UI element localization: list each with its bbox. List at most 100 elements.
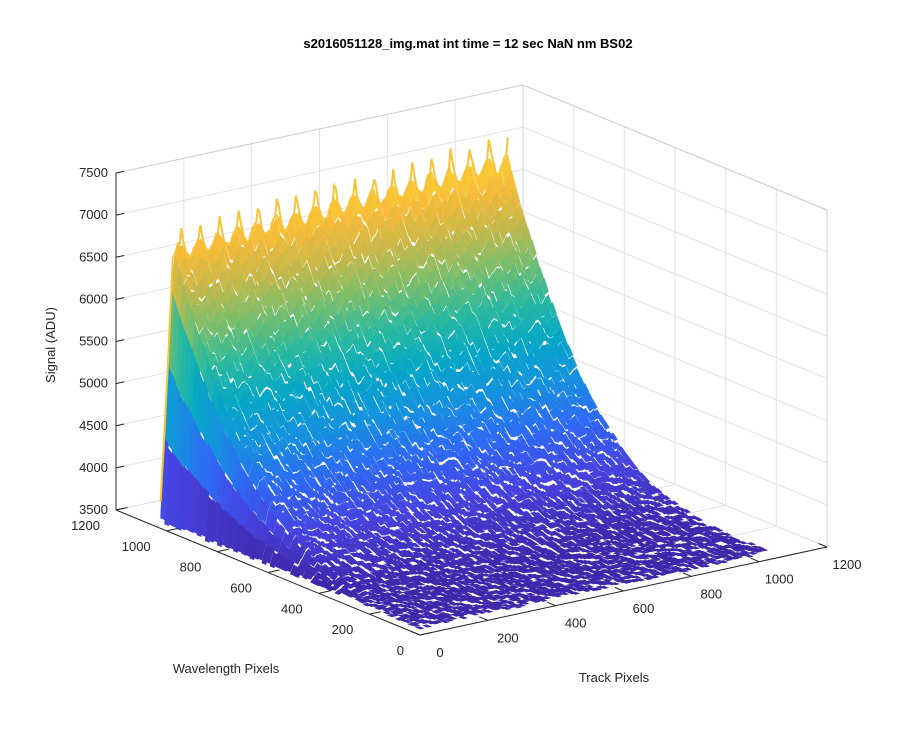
- surface-cell: [517, 250, 526, 269]
- surface-cell: [607, 460, 617, 468]
- surface-cell: [414, 324, 423, 340]
- surface-cell: [467, 279, 476, 296]
- surface-cell: [400, 343, 409, 360]
- surface-cell: [548, 317, 558, 335]
- surface-cell: [509, 224, 518, 244]
- surface-cell: [531, 411, 540, 423]
- surface-cell: [506, 349, 515, 362]
- surface-cell: [561, 438, 571, 448]
- surface-cell: [585, 400, 594, 412]
- surface-cell: [535, 419, 544, 431]
- surface-cell: [463, 393, 474, 407]
- surface-cell: [401, 279, 410, 297]
- surface-cell: [465, 218, 474, 239]
- surface-cell: [492, 281, 502, 302]
- surface-cell: [529, 287, 538, 304]
- surface-cell: [565, 380, 575, 392]
- surface-cell: [518, 377, 528, 389]
- surface-cell: [358, 297, 368, 316]
- surface-cell: [500, 276, 509, 290]
- surface-cell: [466, 360, 476, 371]
- surface-cell: [471, 378, 480, 393]
- surface-cell: [531, 349, 541, 362]
- surface-cell: [596, 457, 605, 466]
- surface-cell: [375, 260, 385, 279]
- surface-cell: [438, 291, 448, 311]
- surface-cell: [458, 215, 467, 235]
- surface-cell: [332, 264, 341, 283]
- surface-cell: [436, 207, 445, 225]
- surface-cell: [343, 286, 352, 303]
- surface-cell: [565, 359, 574, 374]
- surface-cell: [604, 469, 613, 477]
- surface-cell: [481, 387, 492, 401]
- surface-cell: [507, 281, 516, 298]
- surface-cell: [584, 448, 593, 455]
- surface-cell: [581, 455, 590, 463]
- surface-cell: [514, 257, 523, 274]
- surface-cell: [497, 312, 506, 325]
- surface-cell: [594, 431, 604, 440]
- surface-cell: [349, 242, 358, 258]
- surface-cell: [506, 340, 515, 355]
- surface-cell: [459, 254, 468, 271]
- surface-cell: [573, 395, 583, 406]
- surface-cell: [611, 470, 621, 478]
- surface-cell: [634, 482, 644, 488]
- surface-cell: [437, 356, 446, 373]
- surface-cell: [486, 177, 495, 206]
- box-edge: [522, 84, 828, 211]
- surface-cell: [545, 399, 554, 412]
- surface-cell: [451, 358, 461, 370]
- surface-cell: [469, 352, 479, 365]
- surface-cell: [413, 316, 423, 333]
- surface-cell: [585, 412, 595, 422]
- surface-cell: [468, 299, 477, 316]
- surface-cell: [388, 329, 398, 348]
- surface-cell: [394, 275, 403, 292]
- surface-cell: [429, 351, 438, 365]
- surface-cell: [498, 422, 508, 433]
- surface-cell: [443, 320, 452, 339]
- surface-cell: [361, 287, 371, 307]
- surface-cell: [373, 300, 382, 321]
- chart-title: s2016051128_img.mat int time = 12 sec Na…: [303, 36, 632, 51]
- surface-cell: [584, 454, 594, 462]
- surface-cell: [543, 382, 554, 395]
- surface-cell: [525, 368, 534, 383]
- surface-cell: [366, 217, 376, 241]
- surface-cell: [517, 351, 526, 367]
- surface-cell: [402, 314, 412, 335]
- surface-cell: [419, 267, 428, 282]
- surface-cell: [490, 414, 500, 424]
- surface-cell: [519, 318, 529, 333]
- surface-cell: [381, 324, 390, 343]
- surface-cell: [537, 395, 546, 408]
- surface-cell: [591, 445, 601, 454]
- surface-cell: [324, 251, 333, 267]
- surface-cell: [481, 281, 491, 298]
- surface-cell: [445, 376, 454, 392]
- surface-cell: [487, 347, 497, 362]
- surface-cell: [521, 264, 530, 282]
- surface-cell: [432, 319, 441, 335]
- surface-cell: [341, 222, 350, 246]
- surface-cell: [490, 229, 500, 248]
- surface-cell: [562, 386, 572, 397]
- surface-cell: [543, 443, 553, 454]
- surface-cell: [472, 196, 481, 221]
- surface-cell: [385, 229, 394, 249]
- surface-cell: [519, 387, 528, 400]
- surface-cell: [368, 254, 377, 269]
- surface-cell: [481, 371, 490, 385]
- surface-cell: [426, 271, 436, 293]
- surface-cell: [600, 476, 610, 482]
- surface-cell: [440, 333, 449, 349]
- surface-cell: [449, 296, 459, 313]
- surface-cell: [553, 434, 563, 442]
- surface-cell: [499, 354, 508, 371]
- surface-cell: [521, 430, 530, 440]
- surface-cell: [464, 311, 474, 331]
- surface-cell: [414, 337, 424, 352]
